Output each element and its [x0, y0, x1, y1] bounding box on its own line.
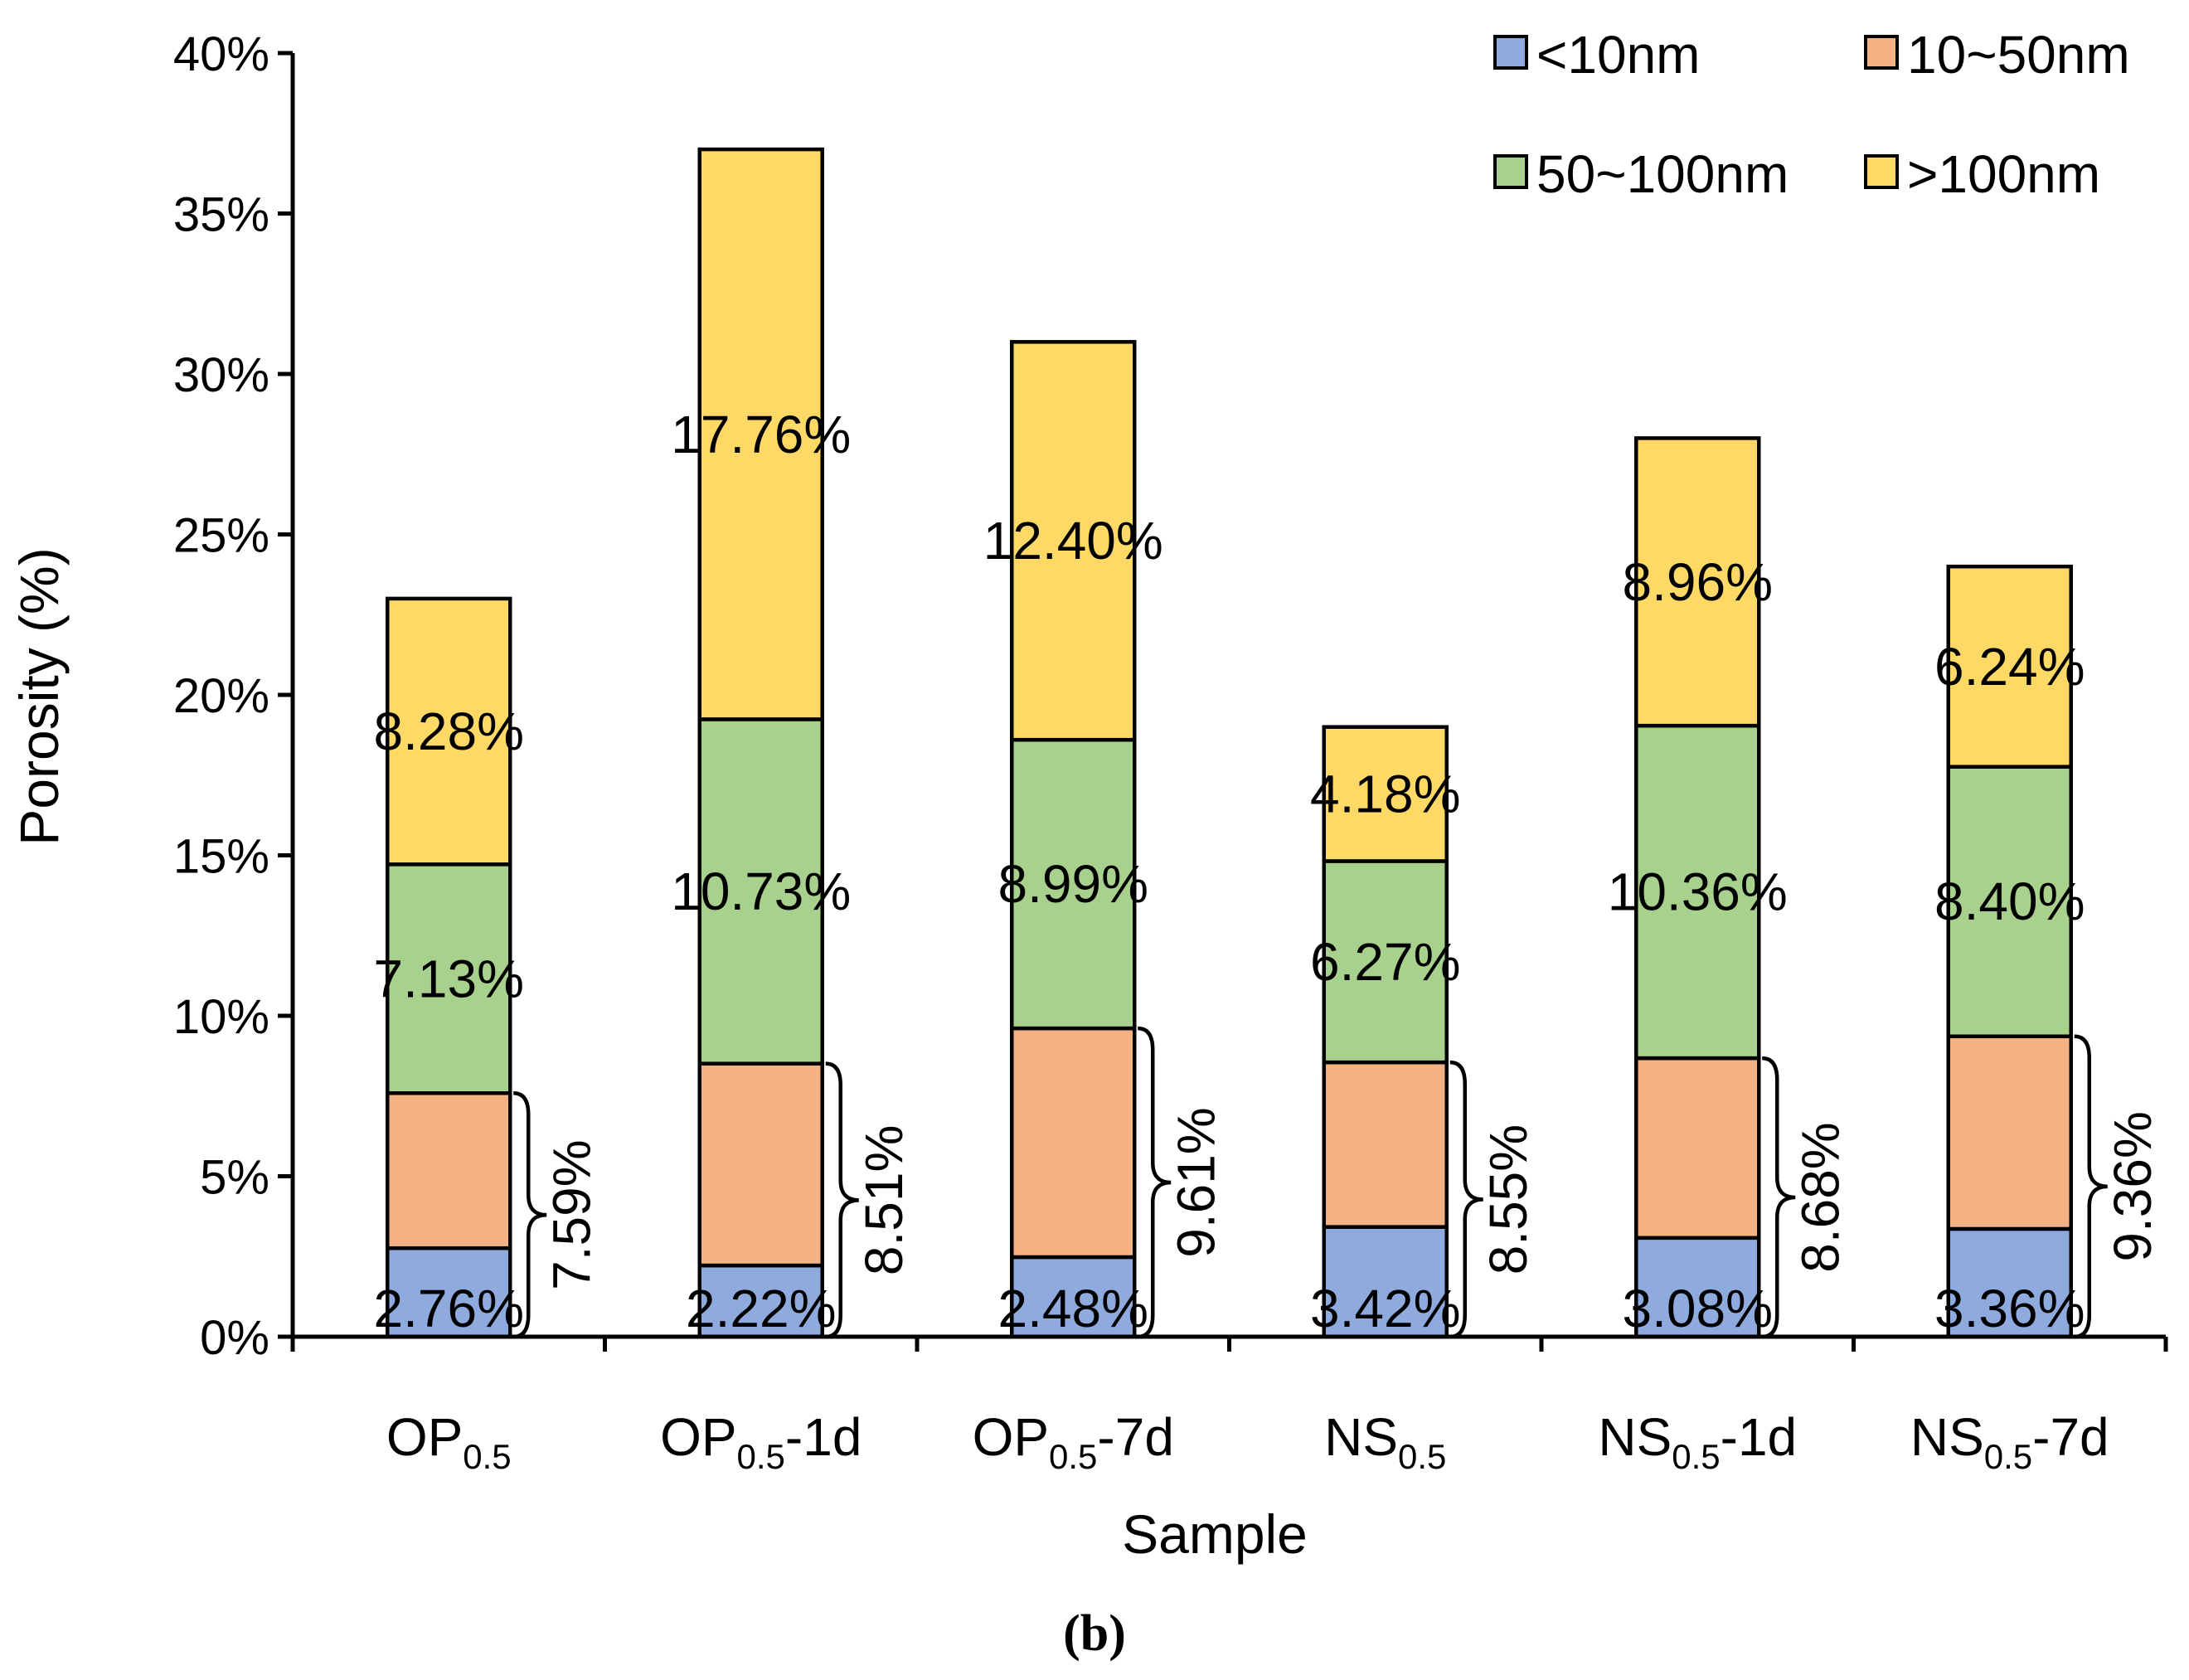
bar-segment [386, 1245, 512, 1339]
legend-swatch [1493, 35, 1528, 70]
segment-value-label: 3.08% [1623, 1279, 1773, 1338]
bar-segment [1010, 340, 1137, 742]
bracket-total-label: 9.61% [1166, 1107, 1226, 1257]
segment-value-label: 4.18% [1310, 765, 1460, 824]
bars-layer [386, 147, 2073, 1339]
bracket-total-label: 9.36% [2103, 1111, 2162, 1261]
y-tick-label: 30% [173, 348, 269, 402]
bar-segment [697, 1061, 824, 1268]
curly-brace [1138, 1026, 1172, 1339]
segment-value-label: 3.36% [1934, 1279, 2085, 1338]
bar-segment [1010, 737, 1137, 1031]
y-tick-label: 10% [173, 990, 269, 1044]
bar-segment [1634, 436, 1761, 728]
bar-segment [1634, 723, 1761, 1061]
bar-segment [1946, 564, 2073, 769]
y-tick-label: 40% [173, 27, 269, 81]
segment-value-label: 6.24% [1934, 637, 2085, 697]
segment-value-label: 2.76% [374, 1279, 524, 1338]
segment-value-label: 2.22% [686, 1279, 836, 1338]
x-category-label: OP0.5-1d [660, 1407, 862, 1476]
segment-value-label: 17.76% [671, 405, 851, 464]
curly-brace [825, 1061, 859, 1339]
bar-segment [1322, 859, 1449, 1065]
segment-value-label: 8.99% [998, 854, 1148, 914]
x-category-label: NS0.5-7d [1910, 1407, 2109, 1476]
legend-swatch [1864, 35, 1899, 70]
y-tick-label: 25% [173, 509, 269, 563]
legend: <10nm 10~50nm 50~100nm >100nm [1493, 25, 2130, 204]
curly-brace [513, 1091, 547, 1339]
curly-brace [1449, 1060, 1483, 1339]
segment-value-label: 10.73% [671, 862, 851, 921]
curly-brace [2074, 1034, 2108, 1339]
brackets-layer: 7.59% 8.51% 9.61% 8.55% 8.68% 9.36% [513, 1026, 2162, 1339]
segment-value-label: 8.28% [374, 702, 524, 761]
bracket-total-label: 8.68% [1790, 1122, 1850, 1272]
y-tick-label: 15% [173, 830, 269, 884]
axes-layer [278, 51, 2168, 1352]
segment-value-label: 8.40% [1934, 872, 2085, 931]
bar-segment [1322, 725, 1449, 863]
legend-label: >100nm [1907, 144, 2100, 204]
bar-segment [1634, 1236, 1761, 1339]
y-tick-label: 0% [200, 1311, 269, 1365]
x-category-label: OP0.5 [386, 1407, 512, 1476]
bar-segment [697, 147, 824, 721]
segment-value-label: 3.42% [1310, 1279, 1460, 1338]
bar-segment [1322, 1060, 1449, 1229]
legend-label: <10nm [1536, 25, 1700, 85]
curly-brace [1762, 1056, 1796, 1339]
segment-value-label: 6.27% [1310, 932, 1460, 992]
legend-label: 10~50nm [1907, 25, 2130, 85]
segment-value-label: 8.96% [1623, 552, 1773, 612]
x-category-labels: OP0.5 OP0.5-1d OP0.5-7d NS0.5 NS0.5-1d NS0.5-… [386, 1407, 2109, 1476]
segment-value-label: 10.36% [1608, 862, 1788, 922]
y-tick-label: 20% [173, 669, 269, 723]
x-category-label: OP0.5-7d [973, 1407, 1174, 1476]
bracket-total-label: 8.51% [854, 1125, 914, 1275]
bar-segment [697, 717, 824, 1066]
y-tick-label: 35% [173, 188, 269, 242]
panel-label: (b) [1063, 1605, 1126, 1662]
y-tick-labels: 0% 5% 10% 15% 20% 25% 30% 35% 40% [173, 27, 269, 1365]
x-category-label: NS0.5-1d [1598, 1407, 1797, 1476]
bar-segment [1010, 1026, 1137, 1260]
bracket-total-label: 7.59% [541, 1139, 601, 1289]
x-axis-title: Sample [1122, 1503, 1308, 1565]
segment-labels: 2.76% 7.13% 8.28% 2.22% 10.73% 17.76% 2.48% 8.9… [374, 405, 2085, 1338]
segment-value-label: 7.13% [374, 949, 524, 1008]
bar-segment [1946, 765, 2073, 1039]
legend-swatch [1864, 154, 1899, 189]
bar-segment [386, 596, 512, 867]
bar-segment [386, 1091, 512, 1250]
bar-segment [1634, 1056, 1761, 1241]
y-tick-label: 5% [200, 1151, 269, 1205]
x-category-label: NS0.5 [1324, 1407, 1446, 1476]
y-axis-title: Porosity (%) [8, 547, 70, 845]
legend-label: 50~100nm [1536, 144, 1789, 204]
bracket-total-label: 8.55% [1478, 1124, 1538, 1275]
segment-value-label: 12.40% [983, 511, 1163, 571]
legend-swatch [1493, 154, 1528, 189]
segment-value-label: 2.48% [998, 1279, 1148, 1338]
bar-segment [1946, 1034, 2073, 1231]
